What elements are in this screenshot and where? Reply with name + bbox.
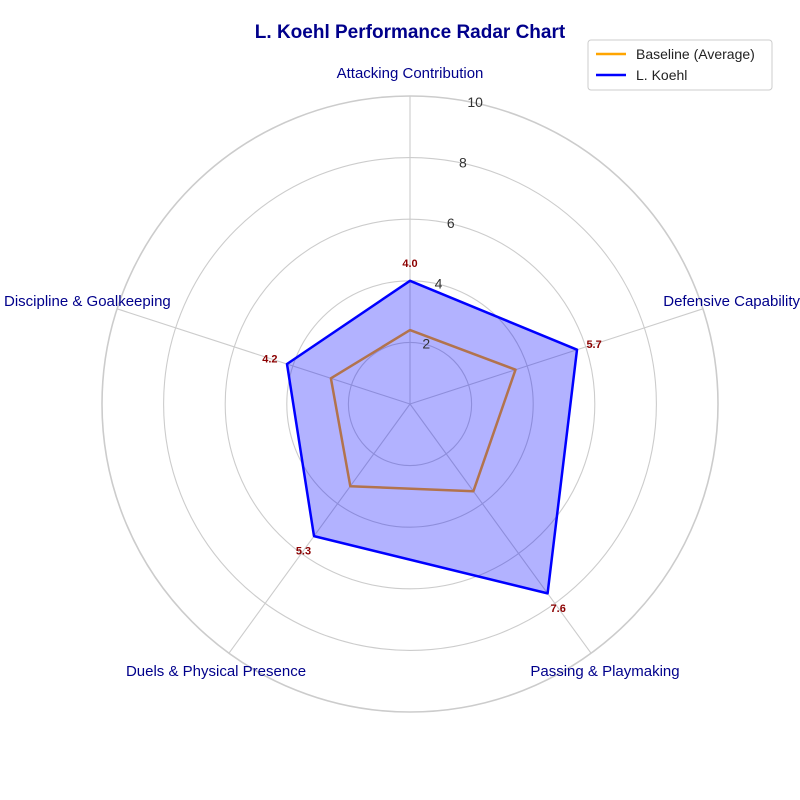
axis-label-discipline-goalkeeping: Discipline & Goalkeeping	[4, 293, 171, 310]
spoke-discipline-goalkeeping	[116, 308, 411, 405]
spoke-duels-physical-presence	[228, 403, 411, 654]
axis-label-duels-physical-presence: Duels & Physical Presence	[126, 663, 306, 680]
r-tick-label-2: 2	[422, 336, 430, 352]
axis-label-attacking-contribution: Attacking Contribution	[337, 65, 484, 82]
legend: Baseline (Average) L. Koehl	[587, 39, 773, 91]
r-tick-label-4: 4	[435, 275, 443, 291]
data-label-passing-playmaking: 7.6	[551, 603, 566, 615]
data-label-attacking-contribution: 4.0	[402, 258, 417, 270]
legend-frame	[587, 39, 773, 91]
spoke-passing-playmaking	[409, 403, 592, 654]
chart-title: L. Koehl Performance Radar Chart	[255, 22, 566, 43]
spoke-defensive-capability	[409, 308, 704, 405]
data-label-discipline-goalkeeping: 4.2	[262, 353, 277, 365]
r-tick-label-6: 6	[447, 215, 455, 231]
legend-entry-koehl: L. Koehl	[636, 67, 687, 83]
series-l-koehl	[285, 279, 579, 595]
radar-series	[285, 279, 579, 595]
series-baseline-average	[329, 328, 517, 493]
radar-labels: 2 4 6 8 10 Attacking Contribution Defensive Ca…	[4, 65, 800, 680]
r-tick-label-8: 8	[459, 155, 467, 171]
legend-entry-baseline: Baseline (Average)	[636, 46, 755, 62]
data-label-defensive-capability: 5.7	[586, 339, 601, 351]
axis-label-defensive-capability: Defensive Capability	[663, 293, 800, 310]
data-label-duels-physical-presence: 5.3	[296, 546, 311, 558]
axis-label-passing-playmaking: Passing & Playmaking	[530, 663, 679, 680]
r-tick-label-10: 10	[467, 94, 483, 110]
